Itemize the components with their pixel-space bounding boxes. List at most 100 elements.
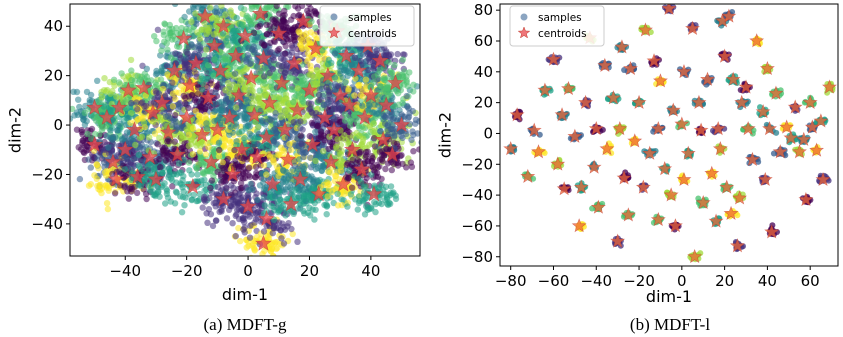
sample-point: [172, 112, 179, 119]
sample-point: [103, 172, 110, 179]
sample-point: [175, 89, 183, 97]
sample-point: [232, 212, 239, 219]
sample-point: [277, 227, 285, 234]
sample-point: [188, 0, 194, 3]
sample-point: [283, 95, 290, 102]
sample-point: [267, 49, 274, 56]
sample-point: [261, 202, 268, 209]
sample-point: [332, 172, 339, 180]
sample-point: [271, 193, 279, 200]
sample-point: [107, 127, 114, 134]
sample-point: [242, 56, 249, 63]
sample-point: [133, 99, 140, 106]
sample-point: [237, 237, 244, 245]
sample-point: [180, 92, 187, 100]
sample-point: [169, 90, 177, 97]
sample-point: [268, 83, 275, 91]
sample-point: [351, 112, 358, 119]
sample-point: [63, 136, 69, 142]
sample-point: [101, 75, 108, 82]
sample-point: [277, 55, 285, 62]
sample-point: [137, 165, 144, 172]
sample-point: [344, 72, 351, 80]
sample-point: [197, 35, 204, 42]
sample-point: [178, 209, 186, 216]
sample-point: [298, 140, 305, 147]
sample-point: [188, 18, 195, 26]
sample-point: [247, 222, 254, 229]
sample-point: [281, 69, 289, 76]
sample-point: [285, 220, 292, 227]
sample-point: [171, 138, 178, 145]
sample-point: [182, 194, 189, 201]
sample-point: [152, 87, 159, 95]
sample-point: [270, 57, 277, 64]
sample-point: [132, 141, 139, 149]
sample-point: [307, 29, 314, 36]
sample-point: [162, 157, 170, 164]
sample-point: [195, 52, 203, 59]
sample-point: [160, 147, 167, 154]
sample-point: [342, 136, 349, 143]
sample-point: [224, 70, 231, 77]
sample-point: [135, 182, 142, 189]
sample-point: [265, 151, 272, 158]
sample-point: [70, 152, 71, 155]
sample-point: [169, 103, 177, 110]
sample-point: [220, 101, 227, 108]
sample-point: [246, 164, 253, 172]
sample-point: [210, 199, 217, 207]
sample-point: [222, 55, 229, 62]
sample-point: [133, 189, 141, 197]
sample-point: [164, 46, 171, 53]
sample-point: [101, 87, 108, 94]
sample-point: [216, 146, 223, 154]
sample-point: [105, 187, 112, 194]
sample-point: [86, 99, 94, 106]
sample-point: [255, 208, 262, 215]
sample-point: [237, 79, 244, 86]
sample-point: [215, 139, 223, 146]
sample-point: [166, 29, 174, 37]
sample-point: [250, 29, 258, 36]
sample-point: [199, 161, 206, 168]
sample-point: [260, 228, 268, 235]
sample-point: [79, 131, 86, 138]
sample-point: [300, 153, 307, 161]
sample-point: [162, 200, 169, 207]
sample-point: [282, 212, 289, 219]
sample-point: [76, 175, 84, 183]
sample-point: [84, 130, 91, 138]
sample-point: [294, 5, 302, 12]
sample-point: [193, 73, 200, 80]
sample-point: [128, 76, 135, 84]
sample-point: [87, 164, 95, 171]
sample-point: [112, 134, 119, 141]
sample-point: [211, 56, 218, 63]
sample-point: [143, 65, 150, 73]
sample-point: [320, 101, 328, 108]
sample-point: [160, 109, 167, 116]
sample-point: [70, 105, 76, 113]
sample-point: [75, 96, 82, 103]
sample-point: [309, 109, 316, 117]
sample-point: [105, 144, 112, 151]
sample-point: [250, 0, 256, 4]
sample-point: [171, 4, 179, 7]
sample-point: [289, 49, 296, 56]
sample-point: [169, 183, 176, 190]
sample-point: [100, 103, 108, 110]
sample-point: [140, 177, 148, 185]
sample-point: [298, 95, 306, 103]
sample-point: [201, 170, 208, 177]
sample-point: [186, 167, 193, 174]
sample-point: [305, 100, 312, 107]
sample-point: [204, 139, 211, 146]
sample-point: [281, 11, 288, 19]
sample-point: [204, 84, 211, 91]
sample-point: [107, 90, 114, 97]
sample-point: [232, 104, 240, 111]
sample-point: [201, 187, 208, 194]
sample-point: [315, 91, 323, 99]
